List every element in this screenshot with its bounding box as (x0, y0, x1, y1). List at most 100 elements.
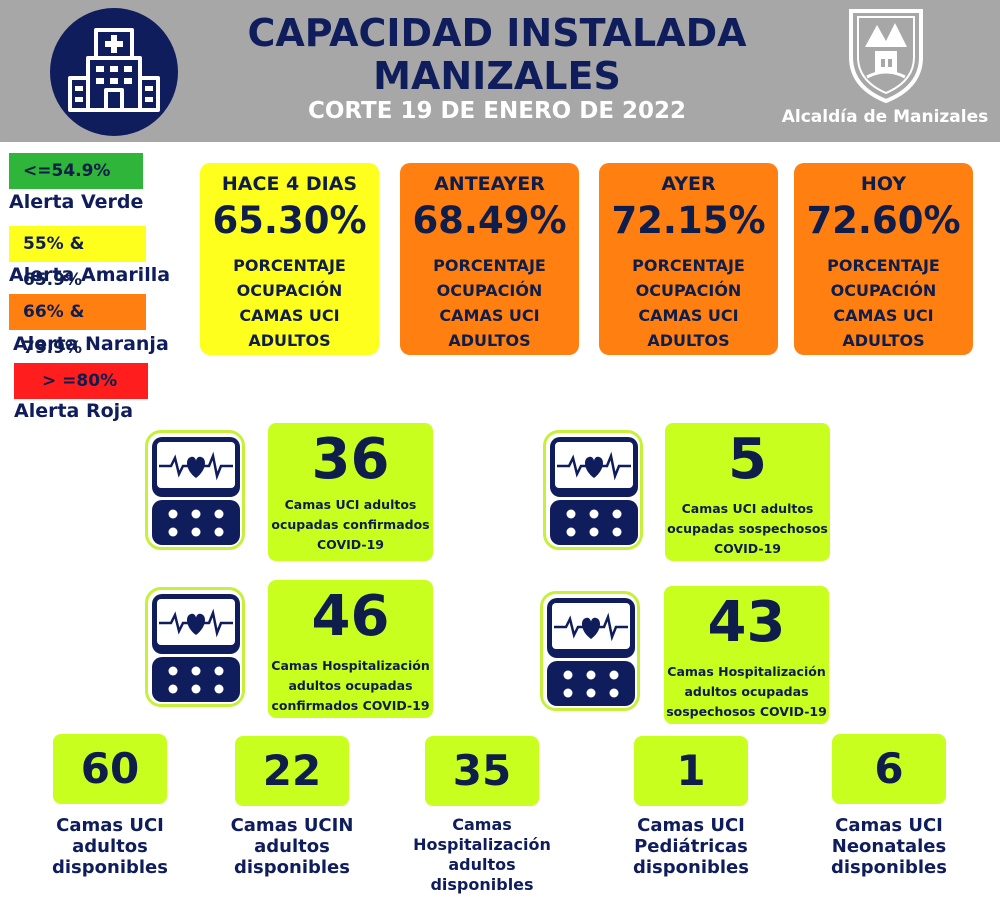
occupancy-desc-line: PORCENTAJE (233, 256, 346, 275)
occupancy-card-ayer: AYER 72.15% PORCENTAJE OCUPACIÓN CAMAS U… (599, 163, 778, 355)
occupancy-description: PORCENTAJE OCUPACIÓN CAMAS UCI ADULTOS (804, 253, 963, 353)
caption-line: adultos (448, 855, 516, 874)
stat-card-hosp-confirmados: 46 Camas Hospitalización adultos ocupada… (268, 580, 433, 718)
occupancy-value: 65.30% (212, 199, 367, 242)
stat-caption-line: Camas UCI adultos (284, 497, 417, 512)
occupancy-description: PORCENTAJE OCUPACIÓN CAMAS UCI ADULTOS (609, 253, 768, 353)
stat-card-hosp-sospechosos: 43 Camas Hospitalización adultos ocupada… (664, 586, 829, 724)
legend-verde-range: <=54.9% (9, 153, 143, 189)
occupancy-value: 72.15% (611, 199, 766, 242)
stat-card-uci-sospechosos: 5 Camas UCI adultos ocupadas sospechosos… (665, 423, 830, 561)
page-title-line2: MANIZALES (373, 54, 621, 98)
caption-line: disponibles (831, 857, 947, 878)
page-title-line1: CAPACIDAD INSTALADA (247, 11, 747, 55)
legend-amarilla-label: Alerta Amarilla (9, 264, 171, 286)
legend-naranja-label: Alerta Naranja (13, 333, 169, 355)
legend-verde-label: Alerta Verde (9, 191, 144, 213)
caption-line: adultos (254, 836, 330, 857)
heart-monitor-icon (145, 430, 247, 552)
occupancy-description: PORCENTAJE OCUPACIÓN CAMAS UCI ADULTOS (210, 253, 369, 353)
hospital-icon (50, 8, 178, 136)
stat-value: 36 (311, 427, 390, 492)
occupancy-desc-line: PORCENTAJE (632, 256, 745, 275)
caption-line: Camas UCI (637, 815, 745, 836)
occupancy-value: 68.49% (412, 199, 567, 242)
occupancy-desc-line: ADULTOS (647, 331, 730, 350)
occupancy-desc-line: ADULTOS (248, 331, 331, 350)
stat-caption-line: sospechosos COVID-19 (666, 704, 827, 719)
available-uci-neonatales-value: 6 (832, 734, 946, 804)
stat-caption-line: Camas Hospitalización (271, 658, 430, 673)
stat-value: 46 (311, 584, 390, 649)
occupancy-period: AYER (661, 173, 716, 195)
occupancy-desc-line: ADULTOS (448, 331, 531, 350)
stat-caption: Camas UCI adultos ocupadas confirmados C… (268, 495, 433, 555)
occupancy-description: PORCENTAJE OCUPACIÓN CAMAS UCI ADULTOS (410, 253, 569, 353)
occupancy-desc-line: CAMAS UCI (239, 306, 340, 325)
available-uci-adultos-caption: Camas UCI adultos disponibles (30, 815, 190, 878)
legend-roja-label: Alerta Roja (14, 400, 134, 422)
caption-line: disponibles (234, 857, 350, 878)
heart-monitor-icon (543, 430, 645, 552)
occupancy-card-anteayer: ANTEAYER 68.49% PORCENTAJE OCUPACIÓN CAM… (400, 163, 579, 355)
stat-caption-line: COVID-19 (714, 541, 781, 556)
occupancy-desc-line: CAMAS UCI (833, 306, 934, 325)
legend-roja-range: > =80% (14, 363, 148, 399)
stat-caption-line: ocupadas sospechosos (667, 521, 828, 536)
caption-line: disponibles (430, 875, 534, 894)
available-uci-adultos-value: 60 (53, 734, 167, 804)
caption-line: Pediátricas (634, 836, 748, 857)
caption-line: disponibles (52, 857, 168, 878)
stat-value: 5 (728, 427, 767, 492)
stat-caption-line: adultos ocupadas (288, 678, 413, 693)
occupancy-desc-line: CAMAS UCI (439, 306, 540, 325)
caption-line: Camas UCI (835, 815, 943, 836)
caption-line: adultos (72, 836, 148, 857)
stat-caption-line: COVID-19 (317, 537, 384, 552)
available-uci-pediatricas-value: 1 (634, 736, 748, 806)
legend-naranja-range: 66% & 79.9% (9, 294, 146, 358)
heart-monitor-icon (145, 587, 247, 709)
available-hospitalizacion-caption: Camas Hospitalización adultos disponible… (400, 815, 564, 895)
org-name: Alcaldía de Manizales (781, 107, 989, 127)
caption-line: Hospitalización (413, 835, 551, 854)
page-subtitle: CORTE 19 DE ENERO DE 2022 (307, 98, 687, 124)
available-ucin-adultos-caption: Camas UCIN adultos disponibles (212, 815, 372, 878)
stat-card-uci-confirmados: 36 Camas UCI adultos ocupadas confirmado… (268, 423, 433, 561)
stat-caption: Camas Hospitalización adultos ocupadas c… (268, 656, 433, 716)
caption-line: Neonatales (831, 836, 947, 857)
stat-caption-line: adultos ocupadas (684, 684, 809, 699)
caption-line: Camas UCIN (230, 815, 354, 836)
occupancy-period: HOY (860, 173, 907, 195)
occupancy-card-hace-4-dias: HACE 4 DIAS 65.30% PORCENTAJE OCUPACIÓN … (200, 163, 379, 355)
caption-line: Camas UCI (56, 815, 164, 836)
caption-line: Camas (452, 815, 512, 834)
heart-monitor-icon (540, 591, 642, 713)
occupancy-desc-line: PORCENTAJE (827, 256, 940, 275)
occupancy-desc-line: ADULTOS (842, 331, 925, 350)
available-uci-neonatales-caption: Camas UCI Neonatales disponibles (808, 815, 970, 878)
available-uci-pediatricas-caption: Camas UCI Pediátricas disponibles (610, 815, 772, 878)
occupancy-desc-line: OCUPACIÓN (635, 281, 742, 300)
available-ucin-adultos-value: 22 (235, 736, 349, 806)
occupancy-desc-line: OCUPACIÓN (236, 281, 343, 300)
caption-line: disponibles (633, 857, 749, 878)
occupancy-desc-line: OCUPACIÓN (830, 281, 937, 300)
stat-caption-line: confirmados COVID-19 (271, 698, 430, 713)
occupancy-period: ANTEAYER (434, 173, 545, 195)
occupancy-period: HACE 4 DIAS (221, 173, 358, 195)
occupancy-value: 72.60% (806, 199, 961, 242)
stat-caption-line: Camas Hospitalización (667, 664, 826, 679)
stat-caption: Camas UCI adultos ocupadas sospechosos C… (665, 499, 830, 559)
stat-caption-line: Camas UCI adultos (681, 501, 814, 516)
occupancy-card-hoy: HOY 72.60% PORCENTAJE OCUPACIÓN CAMAS UC… (794, 163, 973, 355)
legend-amarilla-range: 55% & 65.9% (9, 226, 146, 290)
occupancy-desc-line: CAMAS UCI (638, 306, 739, 325)
stat-caption-line: ocupadas confirmados (271, 517, 430, 532)
available-hospitalizacion-value: 35 (425, 736, 539, 806)
occupancy-desc-line: OCUPACIÓN (436, 281, 543, 300)
stat-value: 43 (707, 590, 786, 655)
occupancy-desc-line: PORCENTAJE (433, 256, 546, 275)
stat-caption: Camas Hospitalización adultos ocupadas s… (664, 662, 829, 722)
alcaldia-crest-logo (845, 7, 927, 105)
